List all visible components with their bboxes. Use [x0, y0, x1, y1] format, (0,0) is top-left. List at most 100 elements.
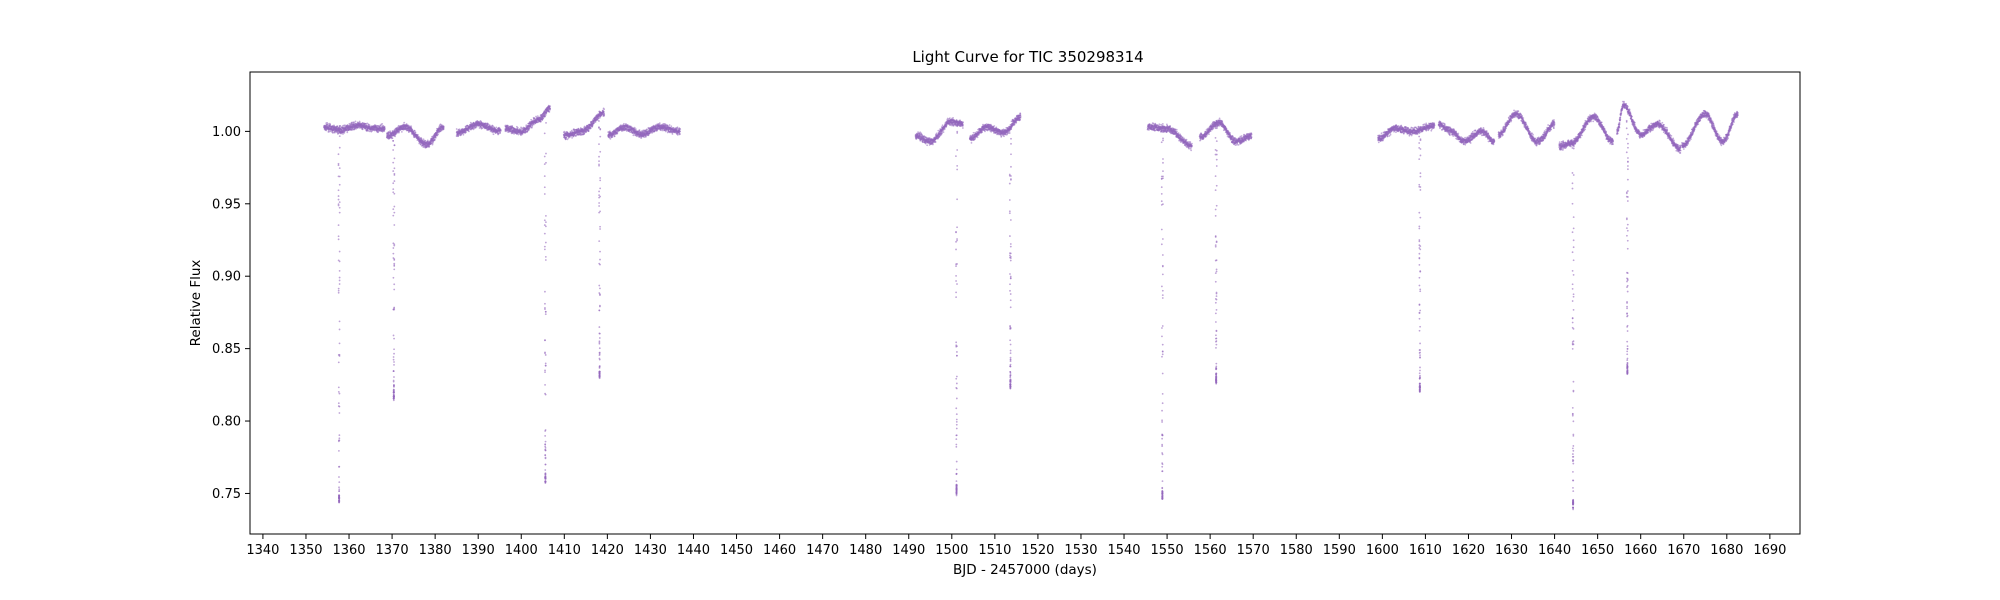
- data-point: [668, 124, 671, 126]
- data-point: [972, 131, 975, 134]
- data-point: [603, 114, 606, 117]
- data-point: [383, 127, 386, 130]
- data-point: [542, 117, 545, 120]
- data-point: [424, 139, 427, 142]
- data-point: [327, 123, 330, 125]
- data-point: [609, 138, 612, 140]
- data-point: [634, 128, 637, 131]
- data-point: [981, 131, 983, 134]
- data-point: [941, 124, 944, 127]
- data-point: [572, 135, 575, 138]
- data-point: [528, 128, 530, 131]
- data-point: [413, 129, 416, 132]
- data-point: [671, 133, 674, 135]
- data-point: [381, 122, 384, 125]
- data-point: [428, 145, 431, 148]
- data-point: [1019, 114, 1022, 116]
- scatter-points: [323, 100, 1739, 511]
- data-point: [431, 143, 434, 146]
- data-point: [603, 108, 606, 111]
- data-point: [935, 132, 938, 135]
- data-point: [358, 120, 361, 123]
- data-point: [379, 124, 382, 127]
- data-point: [361, 128, 364, 131]
- data-point: [391, 137, 394, 140]
- data-point: [517, 133, 520, 136]
- data-point: [346, 131, 349, 134]
- data-point: [679, 128, 682, 130]
- data-point: [924, 142, 927, 145]
- data-point: [613, 135, 616, 138]
- data-point: [400, 130, 403, 133]
- data-point: [414, 131, 417, 134]
- data-point: [571, 137, 573, 139]
- data-point: [366, 122, 369, 125]
- data-point: [422, 138, 425, 141]
- data-point: [416, 133, 419, 136]
- data-point: [403, 121, 406, 124]
- data-point: [328, 130, 331, 133]
- data-point: [492, 133, 495, 136]
- data-point: [638, 129, 641, 132]
- data-point: [548, 111, 551, 113]
- data-point: [549, 105, 552, 108]
- data-point: [1013, 123, 1016, 126]
- data-point: [391, 129, 394, 132]
- data-point: [326, 121, 329, 124]
- data-point: [934, 141, 937, 144]
- data-point: [531, 126, 533, 129]
- data-point: [646, 128, 648, 131]
- data-point: [521, 133, 524, 136]
- data-point: [410, 125, 413, 128]
- data-point: [455, 128, 458, 130]
- data-point: [351, 121, 353, 124]
- data-point: [462, 133, 465, 136]
- data-point: [442, 126, 445, 129]
- data-point: [434, 138, 436, 141]
- data-point: [603, 113, 606, 116]
- data-point: [394, 135, 396, 138]
- data-point: [970, 141, 973, 144]
- data-point: [670, 125, 673, 128]
- data-point: [1003, 135, 1005, 138]
- data-point: [437, 133, 440, 136]
- data-point: [419, 143, 422, 146]
- axes-background: [250, 72, 1800, 534]
- data-point: [495, 126, 498, 129]
- data-point: [434, 137, 437, 139]
- data-point: [354, 120, 357, 123]
- data-point: [1000, 135, 1003, 137]
- data-point: [339, 124, 342, 127]
- data-point: [952, 117, 954, 119]
- data-point: [961, 124, 964, 127]
- data-point: [676, 126, 679, 129]
- data-point: [589, 127, 592, 130]
- data-point: [336, 125, 339, 128]
- data-point: [352, 121, 355, 124]
- data-point: [946, 117, 949, 120]
- data-point: [926, 144, 929, 147]
- data-point: [658, 122, 661, 125]
- data-point: [616, 132, 619, 135]
- data-point: [539, 120, 542, 123]
- data-point: [516, 126, 519, 129]
- chart-title: Light Curve for TIC 350298314: [912, 48, 1143, 66]
- data-point: [623, 122, 625, 125]
- data-point: [389, 130, 391, 133]
- data-point: [343, 131, 346, 134]
- data-point: [565, 136, 568, 139]
- plot-area: [249, 71, 1801, 535]
- data-point: [1019, 118, 1021, 121]
- data-point: [407, 124, 410, 127]
- data-point: [342, 133, 344, 135]
- data-point: [962, 121, 964, 124]
- data-point: [382, 124, 385, 127]
- data-point: [932, 143, 934, 146]
- data-point: [679, 133, 681, 136]
- data-point: [499, 131, 502, 134]
- data-point: [583, 132, 586, 135]
- data-point: [976, 136, 979, 139]
- data-point: [468, 130, 470, 133]
- data-point: [458, 128, 461, 131]
